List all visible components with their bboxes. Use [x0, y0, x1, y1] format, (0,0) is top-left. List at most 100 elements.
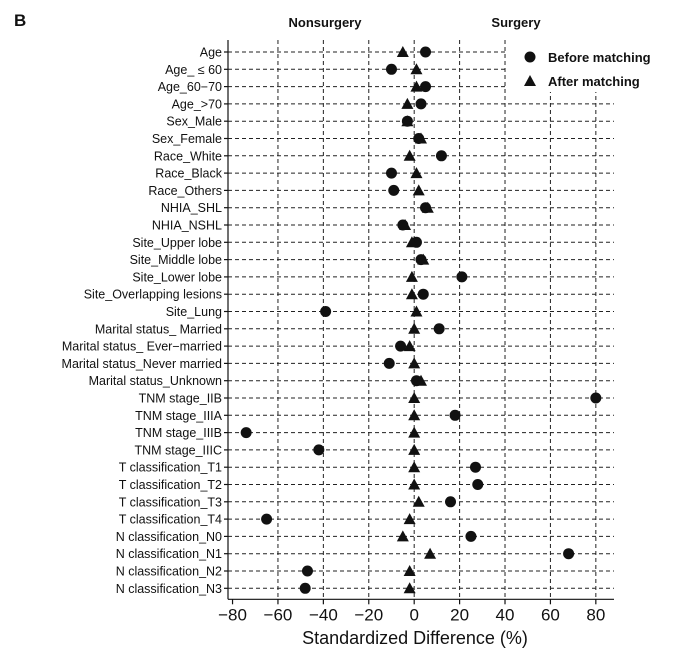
row-label: Age_>70: [172, 97, 222, 111]
after-matching-point: [408, 322, 421, 334]
x-axis-title: Standardized Difference (%): [302, 628, 528, 648]
before-matching-point: [449, 409, 461, 421]
after-matching-point: [408, 443, 421, 455]
row-label: N classification_N1: [116, 547, 222, 561]
before-matching-point: [320, 306, 332, 317]
after-matching-point: [410, 80, 423, 92]
after-matching-point: [412, 184, 425, 196]
panel-label: B: [14, 11, 26, 30]
after-matching-point: [405, 236, 418, 248]
legend-before-label: Before matching: [548, 50, 651, 65]
row-label: Sex_Female: [152, 132, 222, 146]
before-matching-point: [420, 46, 432, 58]
after-matching-point: [408, 357, 421, 369]
row-label: T classification_T4: [119, 513, 222, 527]
row-label: Marital status_ Married: [95, 322, 222, 336]
after-matching-point: [424, 547, 437, 559]
before-matching-point: [420, 81, 432, 93]
row-label: T classification_T2: [119, 478, 222, 492]
before-matching-point: [313, 444, 325, 456]
after-matching-point: [408, 478, 421, 490]
row-label: Age: [200, 46, 222, 60]
after-matching-point: [405, 288, 418, 300]
row-label: N classification_N3: [116, 582, 222, 596]
before-matching-point: [388, 184, 400, 196]
x-tick-label: 20: [450, 605, 469, 624]
after-matching-point: [417, 253, 430, 265]
row-label: TNM stage_IIIC: [134, 443, 222, 457]
x-tick-label: 80: [586, 605, 605, 624]
row-label: TNM stage_IIB: [139, 392, 222, 406]
before-matching-point: [435, 150, 447, 162]
before-matching-point: [395, 340, 407, 352]
row-label: Site_Lung: [166, 305, 222, 319]
axis-layer: [227, 40, 614, 600]
after-matching-point: [403, 582, 416, 594]
before-matching-point: [261, 513, 273, 525]
row-label: T classification_T1: [119, 461, 222, 475]
legend: Before matching After matching: [508, 38, 658, 92]
row-label: Marital status_Never married: [62, 357, 223, 371]
x-tick-label: 40: [496, 605, 515, 624]
row-label: Site_Overlapping lesions: [84, 288, 222, 302]
after-matching-point: [403, 149, 416, 161]
x-tick-label: 60: [541, 605, 560, 624]
nonsurgery-header: Nonsurgery: [289, 15, 363, 30]
after-matching-point: [412, 495, 425, 507]
row-label: N classification_N2: [116, 565, 222, 579]
after-matching-point: [405, 270, 418, 282]
after-matching-point: [421, 201, 434, 213]
after-matching-point: [408, 426, 421, 438]
x-tick-label: −40: [309, 605, 338, 624]
row-label: Site_Upper lobe: [132, 236, 222, 250]
x-tick-label: −20: [354, 605, 383, 624]
row-label: Race_Black: [155, 167, 222, 181]
row-label: N classification_N0: [116, 530, 222, 544]
before-matching-point: [465, 530, 477, 542]
row-label: Site_Middle lobe: [130, 253, 222, 267]
row-label: T classification_T3: [119, 495, 222, 509]
before-matching-point: [415, 98, 427, 110]
after-matching-point: [410, 167, 423, 179]
before-matching-point: [385, 63, 397, 75]
row-label: Age_60−70: [158, 80, 222, 94]
before-matching-point: [469, 461, 481, 473]
row-label: Age_ ≤ 60: [165, 63, 222, 77]
legend-after-label: After matching: [548, 74, 640, 89]
after-matching-point: [410, 63, 423, 75]
row-label: Race_Others: [148, 184, 222, 198]
before-matching-point: [445, 496, 457, 508]
row-label: TNM stage_IIIA: [135, 409, 222, 423]
legend-circle-icon: [524, 51, 536, 63]
row-label: Sex_Male: [166, 115, 222, 129]
after-matching-point: [408, 409, 421, 421]
row-label: Marital status_Unknown: [89, 374, 222, 388]
after-matching-point: [415, 374, 427, 386]
data-markers: [240, 46, 602, 594]
before-matching-point: [301, 565, 313, 577]
row-labels: Age Age_ ≤ 60 Age_60−70 Age_>70 Sex_Male Sex_…: [62, 46, 228, 596]
x-axis-ticks: −80 −60 −40 −20 0 20 40 60 80: [218, 599, 605, 624]
after-matching-point: [396, 46, 409, 57]
before-matching-point: [456, 271, 468, 283]
row-label: NHIA_SHL: [161, 201, 222, 215]
before-matching-point: [563, 548, 575, 560]
legend-triangle-icon: [524, 75, 536, 86]
before-matching-point: [299, 582, 311, 594]
after-matching-point: [399, 219, 412, 230]
before-matching-point: [385, 167, 397, 179]
before-matching-point: [472, 479, 484, 490]
row-label: Marital status_ Ever−married: [62, 340, 222, 354]
row-label: NHIA_NSHL: [152, 219, 222, 233]
before-matching-point: [433, 323, 445, 335]
after-matching-point: [401, 115, 414, 127]
before-matching-point: [417, 288, 429, 300]
after-matching-point: [396, 530, 409, 542]
after-matching-point: [403, 513, 416, 525]
x-tick-label: −80: [218, 605, 247, 624]
after-matching-point: [403, 340, 416, 352]
grid-layer: [228, 40, 614, 600]
before-matching-point: [240, 427, 252, 439]
after-matching-point: [403, 565, 416, 576]
